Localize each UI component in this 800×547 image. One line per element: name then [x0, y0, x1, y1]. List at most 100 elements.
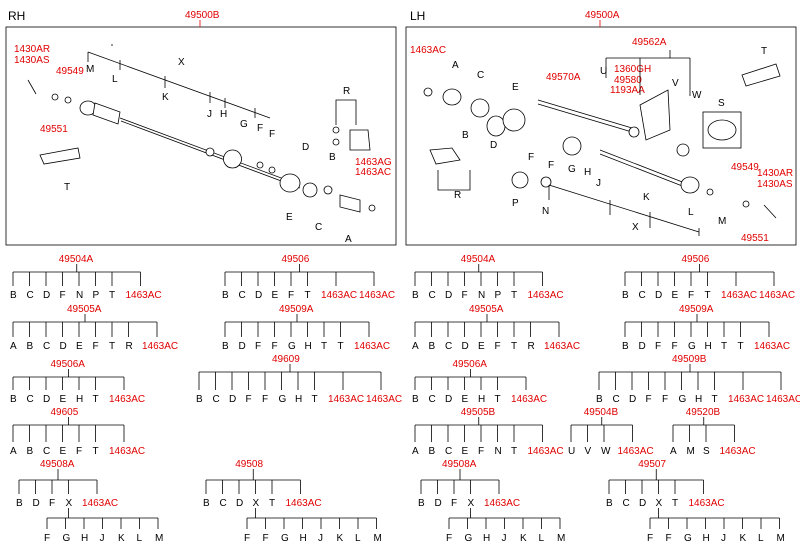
part-code-leaf[interactable]: 1463AC [109, 394, 145, 405]
part-letter-leaf: F [60, 290, 66, 301]
assembly-code[interactable]: 49504A [59, 254, 94, 265]
letter-k: K [162, 92, 169, 103]
callout-lh-49551[interactable]: 49551 [741, 233, 769, 244]
part-letter-leaf: D [43, 290, 50, 301]
part-letter-leaf: C [429, 394, 436, 405]
assembly-code[interactable]: 49507 [638, 459, 666, 470]
part-code-leaf[interactable]: 1463AC [528, 290, 564, 301]
assembly-code[interactable]: 49504B [584, 407, 619, 418]
part-letter-leaf: F [272, 341, 278, 352]
callout-lh-49549[interactable]: 49549 [731, 162, 759, 173]
part-code-leaf[interactable]: 1463AC [354, 341, 390, 352]
part-code-leaf[interactable]: 1463AC [618, 446, 654, 457]
callout-lh-1463ac[interactable]: 1463AC [410, 45, 446, 56]
part-code-leaf[interactable]: 1463AC [366, 394, 402, 405]
part-letter-leaf: F [662, 394, 668, 405]
rh-assembly-code[interactable]: 49500B [185, 10, 220, 21]
assembly-tree: 49504A B C D F N P T 1463AC [10, 254, 162, 301]
part-letter-leaf: T [511, 290, 517, 301]
assembly-code[interactable]: 49508 [235, 459, 263, 470]
part-letter-leaf: C [445, 341, 452, 352]
assembly-code[interactable]: 49505A [67, 304, 102, 315]
lh-letter-k: K [643, 192, 650, 203]
callout-49549[interactable]: 49549 [56, 66, 84, 77]
part-code-leaf[interactable]: 1463AC [689, 498, 725, 509]
callout-1193aa[interactable]: 1193AA [610, 85, 645, 96]
letter-l: L [112, 74, 118, 85]
callout-1463ac[interactable]: 1463AC [355, 167, 391, 178]
part-code-leaf[interactable]: 1463AC [321, 290, 357, 301]
part-letter-leaf: F [478, 446, 484, 457]
part-letter-leaf: T [93, 446, 99, 457]
part-code-leaf[interactable]: 1463AC [286, 498, 322, 509]
part-code-leaf[interactable]: 1463AC [359, 290, 395, 301]
part-code-leaf[interactable]: 1463AC [109, 446, 145, 457]
callout-1430ar[interactable]: 1430AR [14, 44, 50, 55]
part-code-leaf[interactable]: 1463AC [484, 498, 520, 509]
part-letter-leaf: G [688, 341, 696, 352]
callout-49580[interactable]: 49580 [614, 75, 642, 86]
lh-assembly-code[interactable]: 49500A [585, 10, 620, 21]
assembly-code[interactable]: 49508A [442, 459, 477, 470]
callout-1360gh[interactable]: 1360GH [614, 64, 651, 75]
assembly-code[interactable]: 49509A [679, 304, 714, 315]
part-letter-leaf: C [623, 498, 630, 509]
assembly-code[interactable]: 49605 [51, 407, 79, 418]
assembly-code[interactable]: 49509A [279, 304, 314, 315]
part-code-leaf[interactable]: 1463AC [728, 394, 764, 405]
assembly-code[interactable]: 49508A [40, 459, 75, 470]
callout-1430as[interactable]: 1430AS [14, 55, 50, 66]
part-code-leaf[interactable]: 1463AC [766, 394, 800, 405]
part-code-leaf[interactable]: 1463AC [754, 341, 790, 352]
assembly-code[interactable]: 49504A [461, 254, 496, 265]
assembly-code[interactable]: 49506 [282, 254, 310, 265]
part-code-leaf[interactable]: 1463AC [759, 290, 795, 301]
part-letter-leaf: C [213, 394, 220, 405]
sub-part-letter-leaf: M [155, 533, 163, 544]
assembly-code[interactable]: 49506 [682, 254, 710, 265]
part-code-leaf[interactable]: 1463AC [328, 394, 364, 405]
callout-1463ag[interactable]: 1463AG [355, 157, 392, 168]
lh-letter-c: C [477, 70, 484, 81]
part-code-leaf[interactable]: 1463AC [528, 446, 564, 457]
assembly-code[interactable]: 49609 [272, 354, 300, 365]
letter-h: H [220, 109, 227, 120]
letter-e: E [286, 212, 293, 223]
assembly-tree: 49506A B C D E H T 1463AC [10, 359, 145, 405]
callout-49570a[interactable]: 49570A [546, 72, 581, 83]
callout-lh-1430ar[interactable]: 1430AR [757, 168, 793, 179]
part-letter-leaf: W [601, 446, 611, 457]
sub-part-letter-leaf: J [318, 533, 323, 544]
part-letter-leaf: P [495, 290, 502, 301]
part-code-leaf[interactable]: 1463AC [721, 290, 757, 301]
assembly-tree: 49506A B C D E H T 1463AC [412, 359, 547, 405]
assembly-code[interactable]: 49509B [672, 354, 707, 365]
callout-49551[interactable]: 49551 [40, 124, 68, 135]
part-code-leaf[interactable]: 1463AC [544, 341, 580, 352]
part-code-leaf[interactable]: 1463AC [511, 394, 547, 405]
lh-letter-s: S [718, 98, 725, 109]
sub-part-letter-leaf: K [740, 533, 747, 544]
part-code-leaf[interactable]: 1463AC [126, 290, 162, 301]
part-code-leaf[interactable]: 1463AC [82, 498, 118, 509]
assembly-code[interactable]: 49505A [469, 304, 504, 315]
assembly-code[interactable]: 49505B [461, 407, 496, 418]
letter-r: R [343, 86, 350, 97]
part-letter-leaf: B [16, 498, 23, 509]
part-letter-leaf: E [76, 341, 83, 352]
part-code-leaf[interactable]: 1463AC [142, 341, 178, 352]
assembly-code[interactable]: 49506A [453, 359, 488, 370]
part-code-leaf[interactable]: 1463AC [720, 446, 756, 457]
part-letter-leaf: C [27, 394, 34, 405]
callout-lh-1430as[interactable]: 1430AS [757, 179, 793, 190]
assembly-code[interactable]: 49520B [686, 407, 721, 418]
callout-49562a[interactable]: 49562A [632, 37, 667, 48]
part-letter-leaf: B [429, 341, 436, 352]
assembly-code[interactable]: 49506A [51, 359, 86, 370]
assembly-tree: 49506 B C D E F T 1463AC 1463AC [622, 254, 795, 301]
lh-drive-shaft [423, 50, 781, 236]
assembly-tree: 49507 B C D X T 1463AC F F G H J K L M [606, 459, 785, 544]
